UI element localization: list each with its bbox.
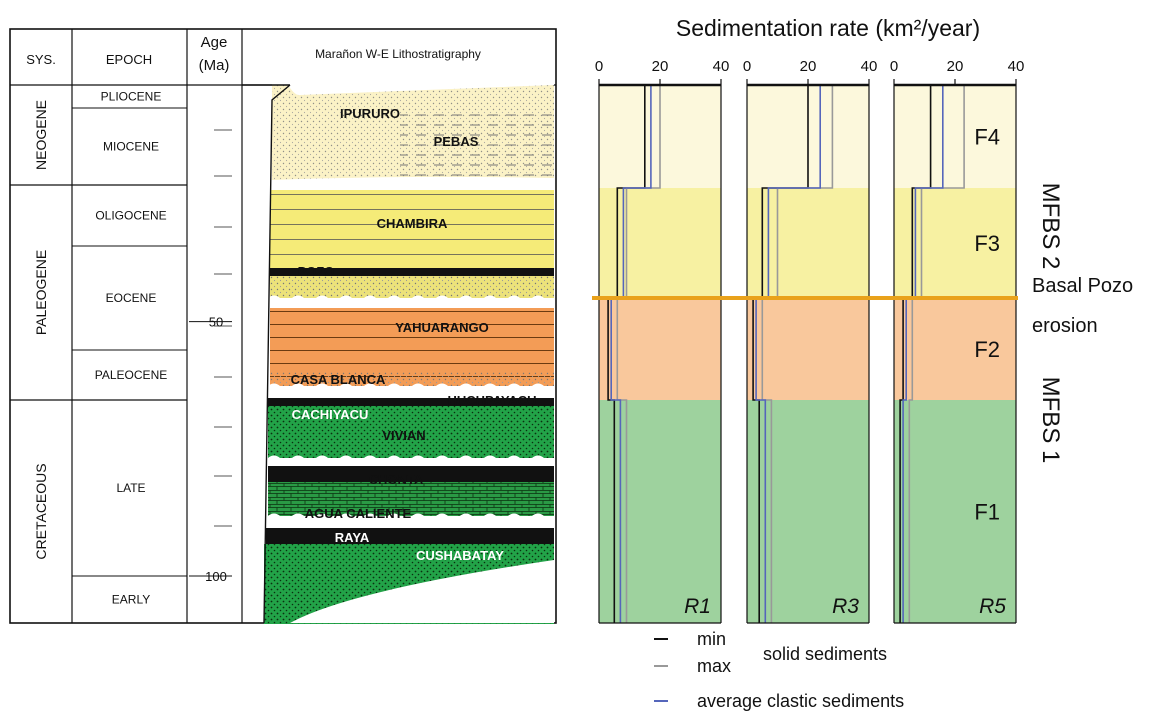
- epoch-oligocene: OLIGOCENE: [95, 209, 166, 223]
- epoch-pliocene: PLIOCENE: [101, 90, 162, 104]
- mfbs-1-label: MFBS 1: [1037, 377, 1064, 464]
- boundary-label-1: Basal Pozo: [1032, 275, 1133, 297]
- formation-ipururo: IPURURO: [340, 106, 400, 121]
- formation-cushabatay: CUSHABATAY: [416, 548, 504, 563]
- formation-pozo: POZO: [298, 264, 335, 279]
- epoch-eocene: EOCENE: [106, 291, 157, 305]
- panel-r5: 0 20 40 R5 F4 F3 F2 F1: [890, 58, 1025, 624]
- tick-20-r5: 20: [947, 58, 964, 75]
- facies-band-f3: [599, 188, 721, 298]
- mfbs-2-label: MFBS 2: [1037, 183, 1064, 270]
- rate-panels: 0 20 40 R1 0 20 40 R3 0 20 40 R5 F4 F3 F2 F1: [595, 58, 1025, 624]
- legend-solid-sediments: solid sediments: [763, 644, 887, 664]
- header-lithostratigraphy: Marañon W-E Lithostratigraphy: [315, 47, 481, 61]
- strat-table: SYS. EPOCH Age (Ma) Marañon W-E Lithostr…: [9, 28, 557, 624]
- tick-40-r1: 40: [713, 58, 730, 75]
- unit-raya: [266, 528, 554, 544]
- boundary-label-2: erosion: [1032, 315, 1098, 337]
- age-label-50: 50: [209, 315, 223, 330]
- facies-label-f2: F2: [974, 337, 1000, 362]
- tick-0-r3: 0: [743, 58, 751, 75]
- epoch-cells: PLIOCENE MIOCENE OLIGOCENE EOCENE PALEOCENE L…: [72, 90, 187, 607]
- panel-r1: 0 20 40 R1: [595, 58, 730, 624]
- header-age: Age: [201, 34, 228, 51]
- facies-band-f2: [599, 298, 721, 400]
- lithostratigraphy-section: IPURURO PEBAS CHAMBIRA POZO YAHUARANGO C…: [242, 79, 554, 624]
- unit-chonta: [268, 466, 554, 482]
- age-label-100: 100: [205, 569, 227, 584]
- tick-20-r1: 20: [652, 58, 669, 75]
- unit-agua-caliente: [268, 482, 554, 516]
- header-sys: SYS.: [26, 52, 56, 67]
- facies-band-f3: [747, 188, 869, 298]
- chart-title: Sedimentation rate (km²/year): [676, 15, 980, 41]
- tick-40-r3: 40: [861, 58, 878, 75]
- panel-name-r5: R5: [979, 595, 1006, 618]
- system-paleogene: PALEOGENE: [33, 250, 49, 335]
- panel-name-r1: R1: [684, 595, 711, 618]
- formation-chambira: CHAMBIRA: [377, 216, 448, 231]
- formation-raya: RAYA: [335, 530, 370, 545]
- age-axis: 50 100: [189, 129, 232, 584]
- tick-0-r5: 0: [890, 58, 898, 75]
- facies-band-f3: [894, 188, 1016, 298]
- formation-agua-caliente: AGUA CALIENTE: [305, 506, 412, 521]
- formation-cachiyacu: CACHIYACU: [292, 407, 369, 422]
- system-cretaceous: CRETACEOUS: [33, 463, 49, 559]
- header-age-unit: (Ma): [199, 57, 230, 74]
- system-cells: NEOGENE PALEOGENE CRETACEOUS: [10, 100, 187, 560]
- facies-band-f4: [894, 85, 1016, 188]
- tick-0-r1: 0: [595, 58, 603, 75]
- legend: min max solid sediments average clastic …: [654, 629, 904, 711]
- epoch-early: EARLY: [112, 593, 150, 607]
- legend-average: average clastic sediments: [697, 691, 904, 711]
- formation-pebas: PEBAS: [434, 134, 479, 149]
- epoch-paleocene: PALEOCENE: [95, 368, 167, 382]
- tick-40-r5: 40: [1008, 58, 1025, 75]
- formation-huchpayacu: HUCHPAYACU: [447, 393, 536, 408]
- facies-band-f1: [599, 400, 721, 623]
- panel-r3: 0 20 40 R3: [743, 58, 878, 624]
- formation-vivian: VIVIAN: [382, 428, 425, 443]
- facies-band-f1: [894, 400, 1016, 623]
- panel-name-r3: R3: [832, 595, 859, 618]
- tick-20-r3: 20: [800, 58, 817, 75]
- formation-yahuarango: YAHUARANGO: [395, 320, 488, 335]
- legend-min: min: [697, 629, 726, 649]
- epoch-late: LATE: [116, 481, 145, 495]
- epoch-miocene: MIOCENE: [103, 140, 159, 154]
- system-neogene: NEOGENE: [33, 100, 49, 170]
- legend-max: max: [697, 656, 731, 676]
- formation-chonta: CHONTA: [369, 472, 424, 487]
- formation-casa-blanca: CASA BLANCA: [291, 372, 386, 387]
- facies-band-f1: [747, 400, 869, 623]
- facies-label-f1: F1: [974, 500, 1000, 525]
- header-epoch: EPOCH: [106, 52, 152, 67]
- facies-band-f2: [747, 298, 869, 400]
- facies-band-f2: [894, 298, 1016, 400]
- facies-label-f4: F4: [974, 125, 1000, 150]
- facies-label-f3: F3: [974, 231, 1000, 256]
